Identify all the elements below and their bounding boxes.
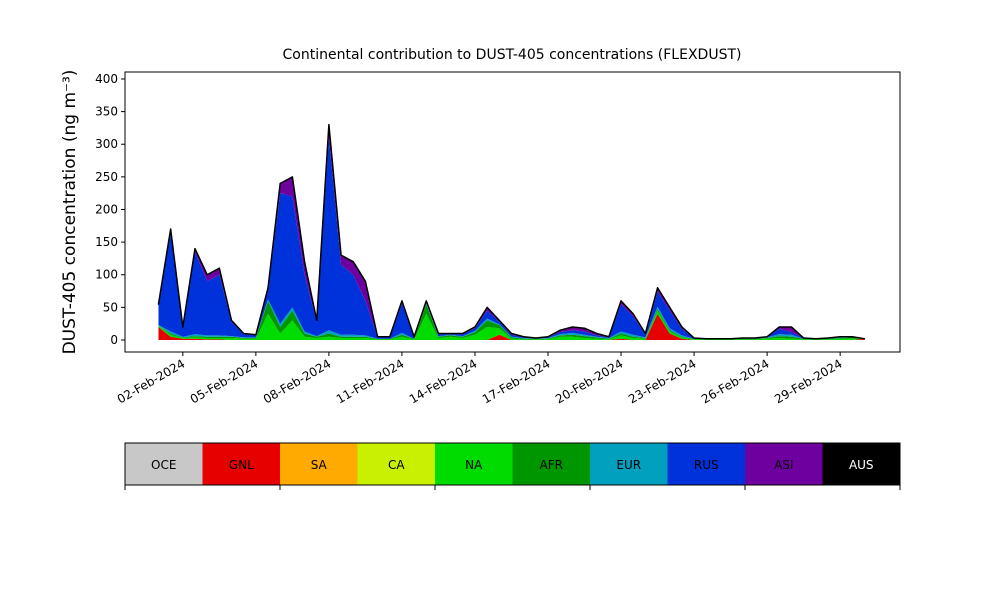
x-tick-label: 02-Feb-2024: [115, 356, 188, 406]
axes-frame: [124, 71, 901, 353]
legend-label: AFR: [540, 458, 563, 472]
x-tick-label: 20-Feb-2024: [553, 356, 626, 406]
y-tick-label: 350: [95, 105, 118, 119]
legend-label: CA: [388, 458, 405, 472]
legend-label: GNL: [229, 458, 254, 472]
y-tick-label: 250: [95, 170, 118, 184]
x-tick-label: 11-Feb-2024: [334, 356, 407, 406]
area: [157, 123, 866, 340]
y-tick-label: 200: [95, 202, 118, 216]
y-tick-label: 50: [103, 300, 118, 314]
y-axis-label: DUST-405 concentration (ng m⁻³): [60, 70, 80, 355]
legend: OCE GNL SA CA NA AFR EUR RUS ASI AUS: [124, 442, 901, 490]
x-tick-label: 17-Feb-2024: [480, 356, 553, 406]
legend-label: NA: [465, 458, 483, 472]
legend-swatch: [357, 443, 435, 485]
legend-swatch: [280, 443, 358, 485]
legend-swatch: [745, 443, 823, 485]
legend-label: ASI: [774, 458, 793, 472]
legend-swatch: [202, 443, 280, 485]
legend-label: SA: [311, 458, 328, 472]
legend-swatch: [125, 443, 203, 485]
legend-swatch: [435, 443, 513, 485]
legend-label: RUS: [694, 458, 719, 472]
legend-swatch: [667, 443, 745, 485]
legend-frame: [124, 442, 901, 486]
x-tick-label: 23-Feb-2024: [626, 356, 699, 406]
legend-swatch: [590, 443, 668, 485]
y-tick-label: 300: [95, 137, 118, 151]
area: [158, 137, 865, 340]
y-tick-label: 150: [95, 235, 118, 249]
x-tick-label: 08-Feb-2024: [261, 356, 334, 406]
x-tick-label: 05-Feb-2024: [188, 356, 261, 406]
legend-swatch: [822, 443, 900, 485]
legend-label: AUS: [849, 458, 874, 472]
chart-title: Continental contribution to DUST-405 con…: [283, 47, 742, 63]
legend-label: EUR: [616, 458, 641, 472]
x-tick-label: 29-Feb-2024: [772, 356, 845, 406]
x-tick-label: 26-Feb-2024: [699, 356, 772, 406]
y-tick-label: 100: [95, 268, 118, 282]
plot-area: [157, 123, 866, 340]
legend-swatch: [512, 443, 590, 485]
x-tick-label: 14-Feb-2024: [407, 356, 480, 406]
y-tick-label: 0: [110, 333, 118, 347]
legend-label: OCE: [151, 458, 176, 472]
y-tick-label: 400: [95, 72, 118, 86]
